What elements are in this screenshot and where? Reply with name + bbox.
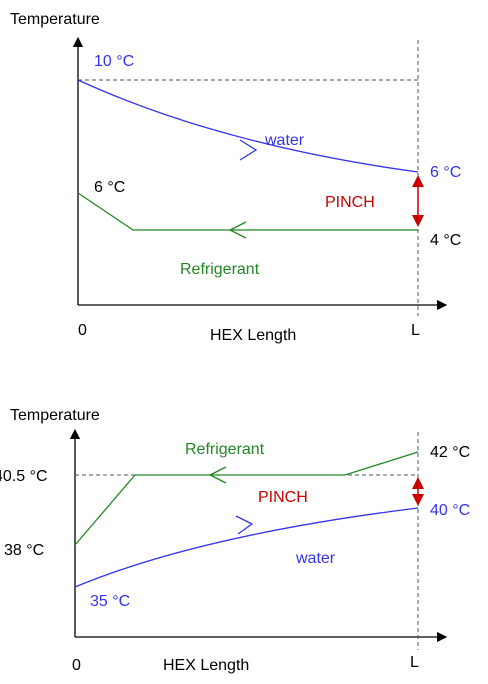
axis-title: Temperature <box>10 11 100 28</box>
refrigerant-curve <box>77 192 418 231</box>
flow-arrow <box>239 139 258 161</box>
axis-title: Temperature <box>10 407 100 424</box>
water-curve <box>77 79 419 173</box>
water-label: water <box>264 132 305 149</box>
refrigerant-label: Refrigerant <box>180 261 260 278</box>
temp-label: 40 °C <box>430 502 470 519</box>
flow-arrow <box>228 221 247 239</box>
temp-label: 4 °C <box>430 232 461 249</box>
temp-label: 40.5 °C <box>0 468 48 485</box>
x-end: L <box>411 322 420 339</box>
x-end: L <box>410 654 419 671</box>
water-curve <box>74 507 419 588</box>
flow-arrow <box>235 515 254 535</box>
x-origin: 0 <box>78 322 87 339</box>
refrigerant-curve <box>74 451 419 546</box>
refrigerant-label: Refrigerant <box>185 441 265 458</box>
top-diagram: Temperature 10 °C 6 °C 6 °C 4 °C water R… <box>10 11 461 344</box>
x-origin: 0 <box>72 657 81 674</box>
flow-arrow <box>208 466 227 484</box>
x-title: HEX Length <box>210 327 296 344</box>
bottom-diagram: Temperature Refrigerant 42 °C 40.5 °C PI… <box>0 407 470 674</box>
temp-label: 38 °C <box>4 542 44 559</box>
temp-label: 6 °C <box>94 179 125 196</box>
water-label: water <box>295 550 336 567</box>
pinch-label: PINCH <box>258 489 308 506</box>
temp-label: 10 °C <box>94 53 134 70</box>
temp-label: 42 °C <box>430 444 470 461</box>
temp-label: 35 °C <box>90 593 130 610</box>
temp-label: 6 °C <box>430 164 461 181</box>
pinch-label: PINCH <box>325 194 375 211</box>
x-title: HEX Length <box>163 657 249 674</box>
